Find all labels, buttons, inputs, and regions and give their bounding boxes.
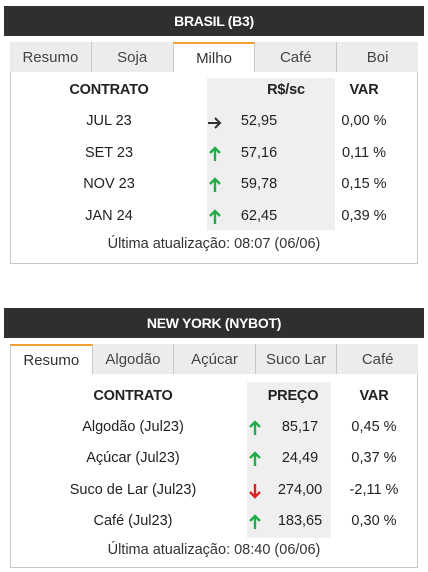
var-value: 0,39 %: [341, 208, 387, 224]
contract-name: Açúcar (Jul23): [86, 450, 180, 466]
newyork-tabs: Resumo Algodão Açúcar Suco Lar Café: [10, 344, 418, 375]
contract-name: JUL 23: [86, 113, 132, 129]
price-column-header: R$/sc: [267, 82, 305, 98]
tab-acucar[interactable]: Açúcar: [173, 344, 255, 374]
price-value: 59,78: [240, 176, 278, 192]
contract-column-header: CONTRATO: [69, 82, 149, 98]
var-column-header: VAR: [359, 388, 389, 404]
new-york-nybot-widget: NEW YORK (NYBOT) Resumo Algodão Açúcar S…: [4, 308, 424, 568]
price-value: 24,49: [281, 450, 319, 466]
price-value: 52,95: [240, 113, 278, 129]
tab-cafe[interactable]: Café: [336, 344, 418, 374]
arrow-up-icon: [208, 209, 222, 225]
brasil-title: BRASIL (B3): [4, 6, 424, 36]
contract-name: Café (Jul23): [93, 513, 173, 529]
contract-name: Suco de Lar (Jul23): [69, 482, 197, 498]
var-value: 0,15 %: [341, 176, 387, 192]
var-value: 0,00 %: [341, 113, 387, 129]
brasil-tabs: Resumo Soja Milho Café Boi: [10, 42, 418, 73]
arrow-up-icon: [208, 146, 222, 162]
tab-soja[interactable]: Soja: [90, 42, 173, 72]
price-value: 62,45: [240, 208, 278, 224]
price-column-highlight: [207, 78, 335, 230]
tab-resumo[interactable]: Resumo: [10, 42, 91, 72]
var-value: 0,30 %: [351, 513, 397, 529]
brasil-quotes-panel: CONTRATO R$/sc VAR JUL 23 52,95 0,00 % S…: [10, 72, 418, 264]
brasil-b3-widget: BRASIL (B3) Resumo Soja Milho Café Boi C…: [4, 6, 424, 264]
price-value: 274,00: [277, 482, 323, 498]
arrow-up-icon: [208, 177, 222, 193]
tab-resumo[interactable]: Resumo: [10, 344, 93, 375]
arrow-up-icon: [248, 420, 262, 436]
newyork-quotes-panel: CONTRATO PREÇO VAR Algodão (Jul23) 85,17…: [10, 374, 418, 568]
var-value: 0,45 %: [351, 419, 397, 435]
price-value: 57,16: [240, 145, 278, 161]
price-column-header: PREÇO: [267, 388, 319, 404]
tab-boi[interactable]: Boi: [336, 42, 418, 72]
arrow-down-icon: [248, 483, 262, 499]
tab-algodao[interactable]: Algodão: [92, 344, 174, 374]
var-value: 0,11 %: [341, 145, 387, 161]
contract-name: SET 23: [84, 145, 134, 161]
var-value: -2,11 %: [349, 482, 399, 498]
contract-column-header: CONTRATO: [93, 388, 173, 404]
price-value: 85,17: [281, 419, 319, 435]
var-value: 0,37 %: [351, 450, 397, 466]
contract-name: JAN 24: [85, 208, 133, 224]
last-update-text: Última atualização: 08:40 (06/06): [107, 542, 321, 558]
tab-milho[interactable]: Milho: [172, 42, 256, 73]
arrow-right-icon: [207, 115, 223, 131]
var-column-header: VAR: [349, 82, 379, 98]
contract-name: Algodão (Jul23): [82, 419, 184, 435]
newyork-title: NEW YORK (NYBOT): [4, 308, 424, 338]
arrow-up-icon: [248, 514, 262, 530]
price-column-highlight: [247, 382, 331, 538]
tab-suco-lar[interactable]: Suco Lar: [254, 344, 337, 374]
price-value: 183,65: [277, 513, 323, 529]
contract-name: NOV 23: [83, 176, 135, 192]
last-update-text: Última atualização: 08:07 (06/06): [107, 236, 321, 252]
tab-cafe[interactable]: Café: [255, 42, 337, 72]
arrow-up-icon: [248, 451, 262, 467]
